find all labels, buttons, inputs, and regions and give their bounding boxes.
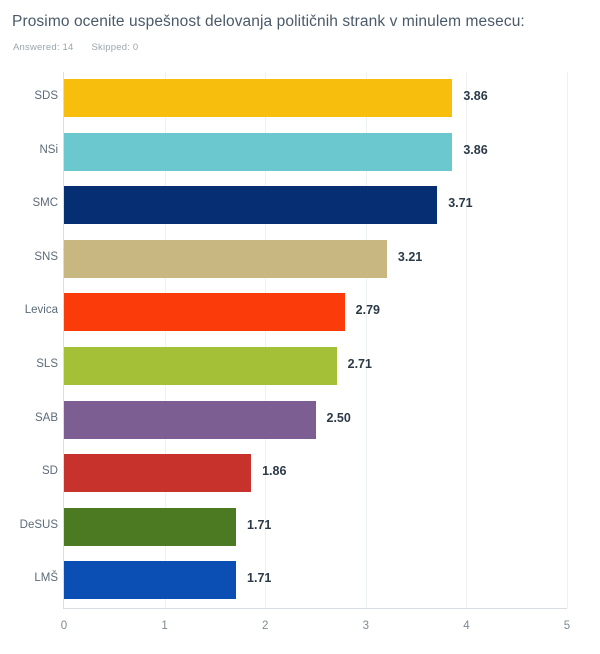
bar[interactable] bbox=[64, 507, 237, 546]
x-axis-tick-label: 2 bbox=[261, 620, 269, 632]
category-label: SLS bbox=[36, 358, 58, 370]
bar-value-label: 2.79 bbox=[355, 303, 381, 318]
category-label: SDS bbox=[34, 90, 58, 102]
category-label: SMC bbox=[32, 197, 58, 210]
gridline bbox=[265, 72, 267, 608]
x-axis-tick-label: 5 bbox=[563, 620, 571, 632]
skipped-count: Skipped: 0 bbox=[91, 42, 139, 53]
bar[interactable] bbox=[64, 186, 438, 225]
bar[interactable] bbox=[64, 239, 387, 278]
response-summary: Answered: 14 Skipped: 0 bbox=[13, 42, 138, 53]
bar-row[interactable]: SAB 2.50 bbox=[35, 394, 567, 447]
bar[interactable] bbox=[64, 293, 345, 332]
answered-count: Answered: 14 bbox=[13, 42, 74, 53]
category-label: SD bbox=[42, 465, 58, 478]
page-title: Prosimo ocenite uspešnost delovanja poli… bbox=[12, 13, 525, 30]
bar-chart-plot-area: SDS 3.86 NSi 3.86 SMC 3.71 SNS 3.21 Levica 2.79 SL… bbox=[20, 72, 570, 632]
x-axis-tick-label: 0 bbox=[60, 620, 68, 632]
bar-row[interactable]: SMC 3.71 bbox=[32, 179, 567, 232]
bar-row[interactable]: SNS 3.21 bbox=[34, 233, 567, 286]
x-axis-tick-label: 4 bbox=[463, 620, 470, 632]
gridline bbox=[365, 72, 367, 608]
category-label: NSi bbox=[39, 143, 58, 156]
bar[interactable] bbox=[64, 132, 453, 171]
bar-value-label: 3.71 bbox=[448, 196, 473, 211]
bar-value-label: 3.21 bbox=[397, 249, 423, 264]
category-label: SNS bbox=[34, 250, 58, 263]
x-axis-tick-label: 3 bbox=[362, 620, 369, 632]
bar-row[interactable]: NSi 3.86 bbox=[39, 126, 567, 179]
bar[interactable] bbox=[64, 79, 453, 117]
bar-row[interactable]: LMŠ 1.71 bbox=[34, 554, 567, 607]
bar-value-label: 3.86 bbox=[463, 142, 488, 157]
bar-value-label: 3.86 bbox=[463, 89, 488, 103]
bar-value-label: 1.86 bbox=[262, 464, 287, 479]
category-label: DeSUS bbox=[19, 518, 58, 531]
bar[interactable] bbox=[64, 454, 252, 493]
gridline bbox=[567, 72, 568, 608]
category-label: SAB bbox=[34, 411, 58, 424]
category-label: LMŠ bbox=[34, 572, 58, 585]
bar[interactable] bbox=[64, 561, 237, 600]
bar[interactable] bbox=[64, 347, 337, 385]
bar-row[interactable]: Levica 2.79 bbox=[25, 286, 567, 339]
bar-row[interactable]: SD 1.86 bbox=[42, 447, 567, 500]
bar-row[interactable]: SDS 3.86 bbox=[34, 72, 567, 125]
category-label: Levica bbox=[24, 304, 58, 317]
gridline bbox=[466, 72, 468, 608]
bar-value-label: 1.71 bbox=[247, 571, 272, 586]
bar-value-label: 2.71 bbox=[347, 357, 372, 371]
bar-row[interactable]: DeSUS 1.71 bbox=[20, 501, 567, 554]
x-axis-tick-label: 1 bbox=[161, 620, 168, 632]
bar-row[interactable]: SLS 2.71 bbox=[36, 340, 567, 393]
bar-value-label: 2.50 bbox=[326, 410, 351, 425]
bar[interactable] bbox=[64, 400, 316, 439]
gridline bbox=[164, 72, 166, 608]
bar-value-label: 1.71 bbox=[247, 517, 272, 532]
